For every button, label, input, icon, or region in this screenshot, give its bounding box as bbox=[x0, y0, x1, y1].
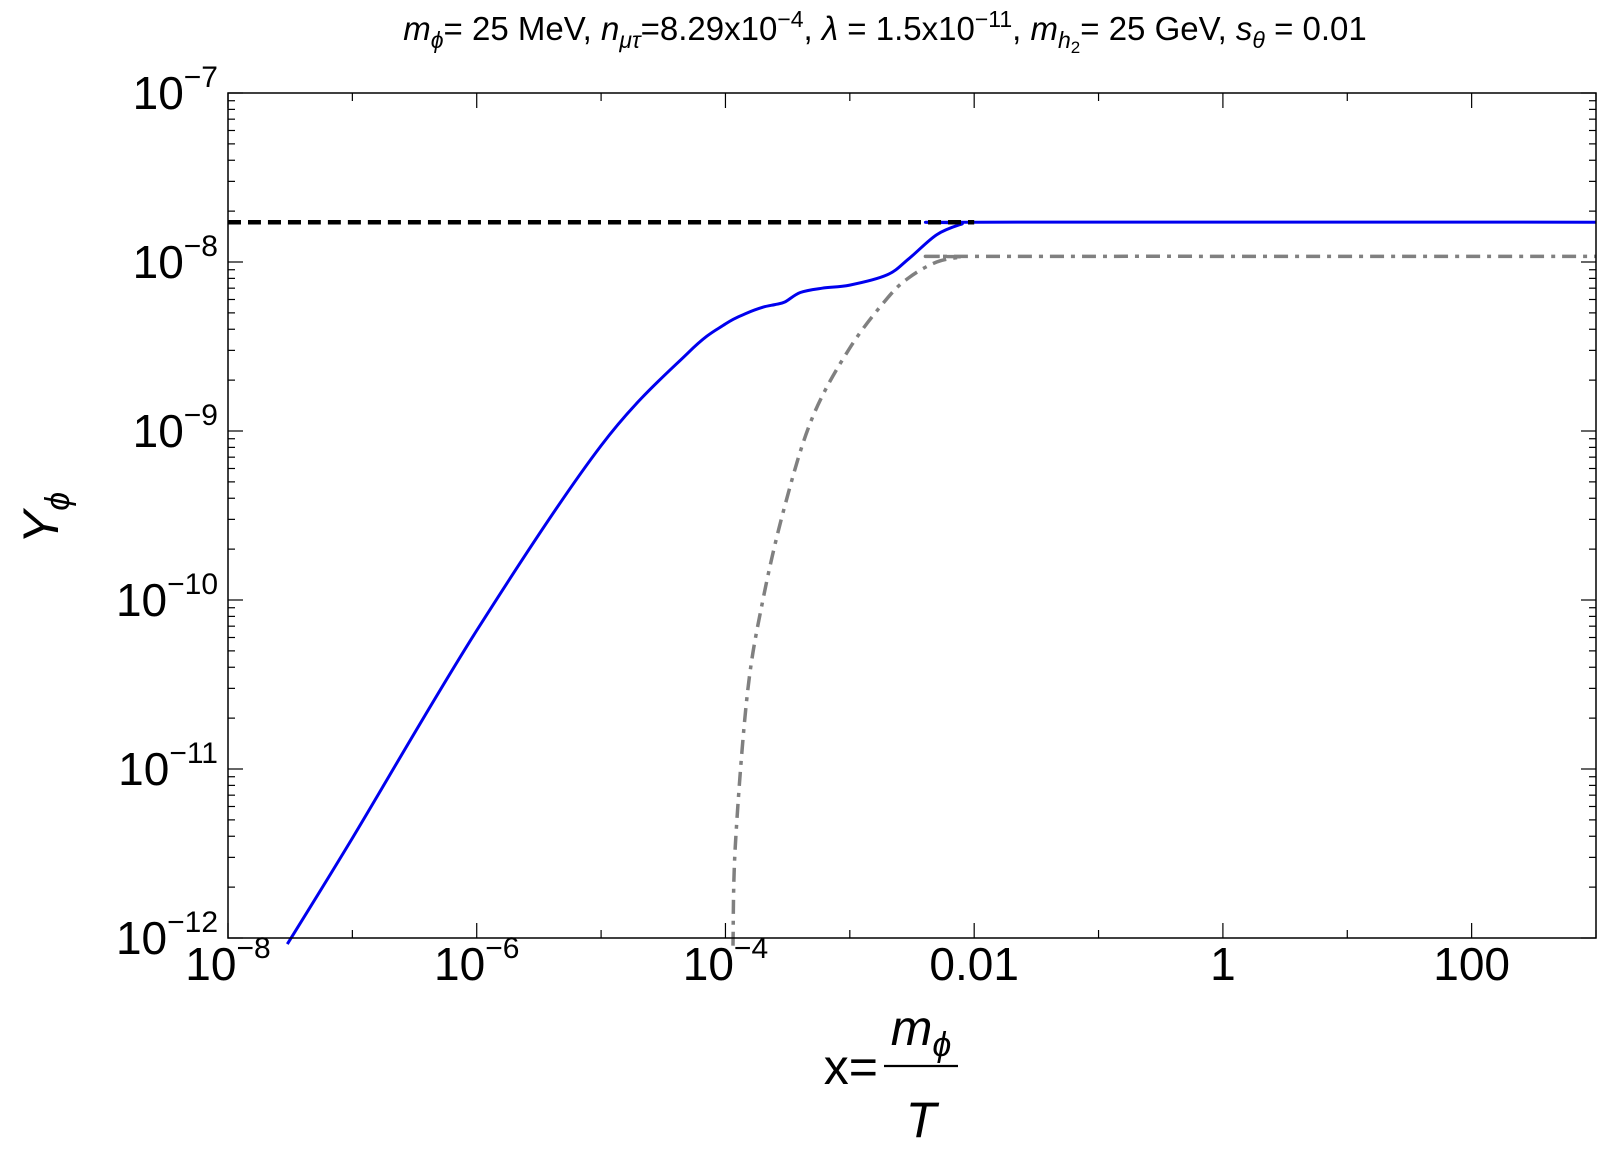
chart-title: mϕ= 25 MeV, nμτ=8.29x10−4, λ = 1.5x10−11… bbox=[403, 6, 1367, 57]
plot-frame bbox=[227, 92, 1597, 939]
x-axis-label-prefix: x= bbox=[824, 1039, 878, 1095]
series-line-solid bbox=[286, 220, 1597, 945]
x-tick-label: 10−4 bbox=[683, 932, 768, 990]
label-layer: 10−8 10−6 10−4 0.01 1 100 10−12 10−11 10−10 10−9 1… bbox=[13, 61, 1510, 1148]
x-axis-label-denominator: T bbox=[906, 1092, 940, 1148]
y-axis-label: Yϕ bbox=[13, 492, 77, 544]
y-tick-label: 10−10 bbox=[116, 568, 218, 626]
y-tick-label: 10−7 bbox=[133, 61, 218, 119]
y-tick-label: 10−9 bbox=[133, 399, 218, 457]
x-tick-label: 100 bbox=[1433, 938, 1510, 990]
x-tick-label: 0.01 bbox=[929, 938, 1019, 990]
series-line-dashdot bbox=[731, 254, 1597, 946]
series-layer bbox=[228, 219, 1597, 946]
x-tick-label: 1 bbox=[1210, 938, 1236, 990]
x-axis-label-numerator: mϕ bbox=[891, 1000, 952, 1064]
y-tick-label: 10−8 bbox=[133, 230, 218, 288]
tick-layer bbox=[227, 92, 1597, 939]
x-tick-label: 10−8 bbox=[185, 932, 270, 990]
y-tick-label: 10−12 bbox=[116, 906, 218, 964]
y-tick-label: 10−11 bbox=[118, 737, 218, 795]
x-tick-label: 10−6 bbox=[434, 932, 519, 990]
